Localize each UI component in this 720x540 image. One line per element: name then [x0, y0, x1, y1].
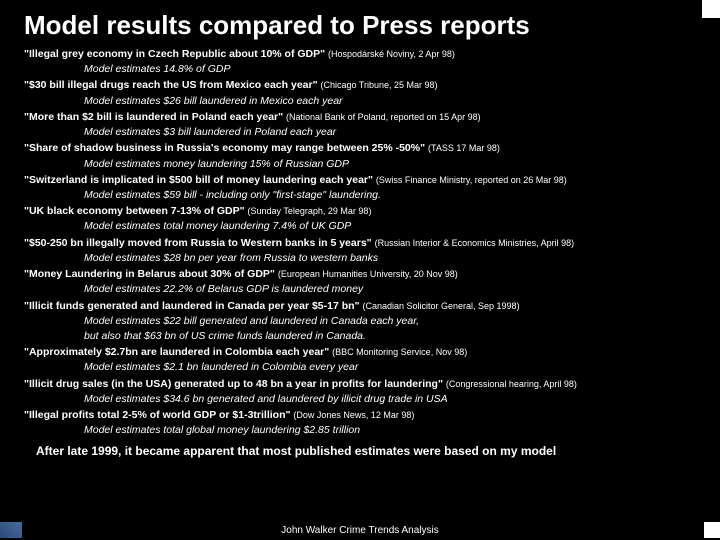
press-quote: "Share of shadow business in Russia's ec…	[24, 141, 696, 156]
press-quote: "Illegal grey economy in Czech Republic …	[24, 47, 696, 62]
quote-text: "UK black economy between 7-13% of GDP"	[24, 205, 245, 217]
quote-source: (Canadian Solicitor General, Sep 1998)	[362, 301, 519, 311]
model-estimate: Model estimates $59 bill - including onl…	[24, 188, 696, 203]
conclusion-text: After late 1999, it became apparent that…	[24, 444, 696, 458]
quote-source: (Chicago Tribune, 25 Mar 98)	[321, 80, 438, 90]
quote-source: (National Bank of Poland, reported on 15…	[286, 112, 481, 122]
model-estimate: Model estimates $26 bill laundered in Me…	[24, 94, 696, 109]
press-quote: "More than $2 bill is laundered in Polan…	[24, 110, 696, 125]
quote-text: "Illicit funds generated and laundered i…	[24, 300, 360, 312]
footer-text: John Walker Crime Trends Analysis	[0, 525, 720, 536]
model-estimate: Model estimates $34.6 bn generated and l…	[24, 392, 696, 407]
model-estimate: Model estimates $22 bill generated and l…	[24, 314, 696, 329]
model-estimate: Model estimates total money laundering 7…	[24, 219, 696, 234]
quote-text: "Money Laundering in Belarus about 30% o…	[24, 268, 275, 280]
quote-text: "Switzerland is implicated in $500 bill …	[24, 174, 373, 186]
quote-text: "Illegal grey economy in Czech Republic …	[24, 48, 325, 60]
quote-source: (Dow Jones News, 12 Mar 98)	[293, 410, 414, 420]
quote-source: (European Humanities University, 20 Nov …	[278, 269, 458, 279]
model-estimate: Model estimates $3 bill laundered in Pol…	[24, 125, 696, 140]
model-estimate: Model estimates 22.2% of Belarus GDP is …	[24, 282, 696, 297]
quote-text: "More than $2 bill is laundered in Polan…	[24, 111, 283, 123]
quote-source: (Congressional hearing, April 98)	[446, 379, 577, 389]
quote-text: "$30 bill illegal drugs reach the US fro…	[24, 79, 318, 91]
quote-source: (Russian Interior & Economics Ministries…	[375, 238, 575, 248]
press-quote: "Money Laundering in Belarus about 30% o…	[24, 267, 696, 282]
press-quote: "Switzerland is implicated in $500 bill …	[24, 173, 696, 188]
model-estimate: Model estimates money laundering 15% of …	[24, 157, 696, 172]
quote-text: "Illegal profits total 2-5% of world GDP…	[24, 409, 290, 421]
quote-source: (TASS 17 Mar 98)	[428, 143, 500, 153]
model-estimate: Model estimates 14.8% of GDP	[24, 62, 696, 77]
model-estimate: Model estimates $28 bn per year from Rus…	[24, 251, 696, 266]
press-quote: "Illegal profits total 2-5% of world GDP…	[24, 408, 696, 423]
press-quote: "UK black economy between 7-13% of GDP" …	[24, 204, 696, 219]
slide-title: Model results compared to Press reports	[24, 10, 696, 41]
press-quote: "Illicit funds generated and laundered i…	[24, 299, 696, 314]
press-quote: "Approximately $2.7bn are laundered in C…	[24, 345, 696, 360]
slide-container: Model results compared to Press reports …	[0, 0, 720, 540]
quote-text: "Share of shadow business in Russia's ec…	[24, 142, 425, 154]
corner-decoration-tr	[702, 0, 720, 18]
press-quote: "Illicit drug sales (in the USA) generat…	[24, 377, 696, 392]
model-estimate: Model estimates $2.1 bn laundered in Col…	[24, 360, 696, 375]
slide-body: "Illegal grey economy in Czech Republic …	[24, 47, 696, 438]
quote-text: "Illicit drug sales (in the USA) generat…	[24, 378, 443, 390]
model-estimate: Model estimates total global money laund…	[24, 423, 696, 438]
model-estimate: but also that $63 bn of US crime funds l…	[24, 329, 696, 344]
press-quote: "$30 bill illegal drugs reach the US fro…	[24, 78, 696, 93]
quote-source: (Hospodárské Noviny, 2 Apr 98)	[328, 49, 455, 59]
quote-source: (Swiss Finance Ministry, reported on 26 …	[376, 175, 567, 185]
quote-text: "$50-250 bn illegally moved from Russia …	[24, 237, 372, 249]
quote-text: "Approximately $2.7bn are laundered in C…	[24, 346, 329, 358]
press-quote: "$50-250 bn illegally moved from Russia …	[24, 236, 696, 251]
quote-source: (Sunday Telegraph, 29 Mar 98)	[248, 206, 372, 216]
quote-source: (BBC Monitoring Service, Nov 98)	[332, 347, 467, 357]
